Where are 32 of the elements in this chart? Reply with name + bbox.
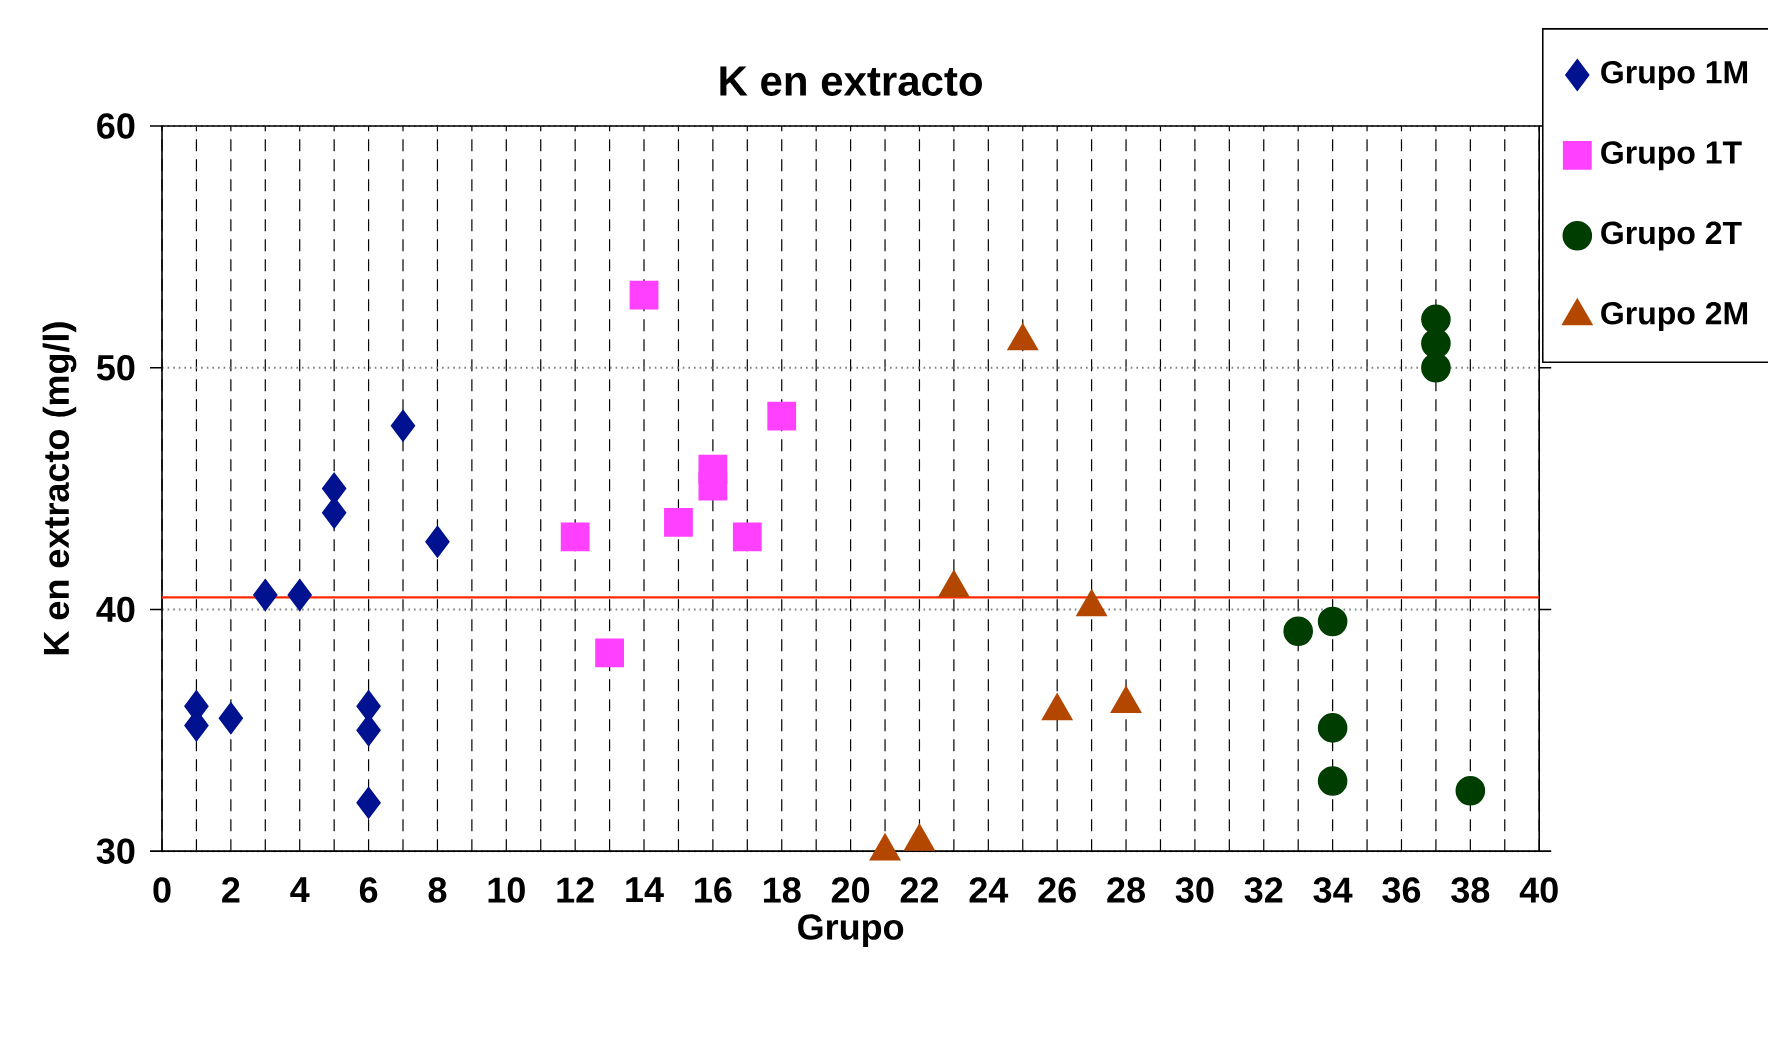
- x-tick-label: 4: [290, 877, 310, 903]
- x-tick-label: 8: [428, 877, 447, 903]
- x-tick-label: 32: [1244, 877, 1283, 903]
- x-tick-label: 26: [1038, 877, 1076, 903]
- x-tick-label: 28: [1107, 877, 1145, 903]
- y-tick-label: 50: [96, 354, 135, 381]
- x-axis-title: Grupo: [798, 914, 904, 947]
- x-tick-label: 34: [1313, 877, 1353, 903]
- legend-label: Grupo 1M: [1601, 60, 1748, 90]
- x-tick-label: 6: [359, 877, 378, 903]
- x-tick-label: 12: [557, 877, 594, 903]
- x-tick-label: 2: [222, 877, 240, 903]
- legend-label: Grupo 2T: [1601, 221, 1742, 251]
- x-tick-label: 22: [900, 877, 939, 903]
- x-tick-label: 38: [1451, 877, 1490, 903]
- x-tick-label: 20: [831, 877, 870, 903]
- y-tick-label: 30: [96, 838, 135, 864]
- x-tick-label: 14: [626, 877, 664, 903]
- legend-label: Grupo 2M: [1601, 301, 1748, 331]
- y-tick-label: 40: [96, 596, 135, 623]
- y-axis-title: K en extracto (mg/l): [42, 322, 77, 655]
- x-tick-label: 18: [763, 877, 801, 903]
- x-tick-label: 30: [1175, 877, 1214, 903]
- y-tick-label: 60: [97, 113, 135, 139]
- x-tick-label: 0: [153, 877, 171, 903]
- chart-title: K en extracto: [720, 66, 982, 96]
- x-tick-label: 40: [1519, 877, 1558, 903]
- x-tick-label: 24: [969, 877, 1009, 903]
- legend-label: Grupo 1T: [1601, 141, 1742, 171]
- x-tick-label: 36: [1382, 877, 1421, 903]
- x-tick-label: 10: [488, 877, 525, 903]
- x-tick-label: 16: [695, 877, 732, 903]
